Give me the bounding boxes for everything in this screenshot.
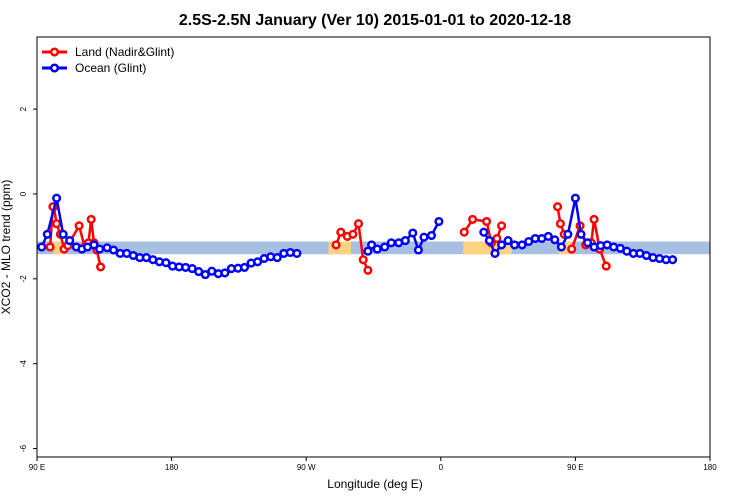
data-point	[490, 248, 500, 258]
x-tick-label: 0	[439, 463, 444, 472]
y-axis: 2 0 -2 -4 -6	[19, 106, 37, 452]
data-point	[543, 231, 553, 241]
x-axis-label: Longitude (deg E)	[327, 477, 422, 491]
data-point	[42, 229, 52, 239]
data-point	[503, 236, 513, 246]
data-point	[589, 214, 599, 224]
data-point	[358, 255, 368, 265]
data-point	[239, 262, 250, 272]
data-point	[426, 230, 437, 241]
x-tick-label: 180	[165, 463, 179, 472]
data-point	[161, 258, 171, 268]
data-point	[550, 235, 560, 245]
data-point	[510, 240, 520, 250]
data-point	[372, 244, 382, 254]
data-point	[65, 236, 75, 246]
data-point	[74, 221, 84, 231]
data-point	[563, 229, 573, 239]
data-point	[336, 227, 346, 237]
data-point	[331, 240, 341, 250]
data-point	[570, 193, 580, 203]
data-point	[367, 240, 377, 250]
legend-label: Ocean (Glint)	[75, 61, 146, 75]
data-point	[272, 253, 282, 263]
x-tick-label: 180	[703, 463, 717, 472]
data-point	[497, 221, 507, 231]
data-point	[492, 233, 502, 244]
data-point	[555, 219, 565, 229]
legend-marker	[49, 63, 60, 73]
data-point	[517, 240, 527, 250]
legend: Land (Nadir&Glint) Ocean (Glint)	[42, 45, 174, 75]
data-point	[556, 242, 566, 252]
data-point	[220, 268, 230, 278]
data-point	[468, 214, 478, 224]
data-point	[419, 232, 429, 242]
data-point	[86, 214, 96, 224]
y-tick-label: -4	[19, 360, 28, 368]
data-point	[45, 242, 55, 252]
data-point	[482, 216, 492, 227]
data-point	[413, 245, 423, 255]
band-land-segment	[53, 241, 64, 255]
x-axis: 90 E 180 90 W 0 90 E 180	[29, 457, 717, 472]
data-point	[479, 227, 489, 237]
data-point	[434, 216, 444, 227]
data-point	[386, 238, 396, 248]
data-point	[601, 261, 611, 271]
y-tick-label: 0	[19, 191, 28, 196]
data-point	[380, 242, 390, 252]
y-tick-label: -2	[19, 275, 28, 283]
data-point	[408, 228, 418, 238]
legend-label: Land (Nadir&Glint)	[75, 45, 174, 59]
y-tick-label: -6	[19, 444, 28, 452]
data-point	[348, 229, 358, 239]
y-axis-label: XCO2 - MLO trend (ppm)	[0, 180, 13, 315]
chart-title: 2.5S-2.5N January (Ver 10) 2015-01-01 to…	[179, 12, 571, 29]
data-point	[567, 244, 577, 254]
data-point	[52, 219, 62, 229]
legend-marker	[49, 47, 60, 57]
data-point	[363, 265, 373, 275]
data-point	[576, 229, 586, 239]
data-point	[95, 244, 105, 254]
data-point	[668, 255, 678, 265]
data-point	[484, 236, 494, 246]
data-point	[200, 270, 210, 280]
data-point	[400, 236, 410, 246]
x-tick-label: 90 W	[297, 463, 316, 472]
plot-frame	[36, 36, 711, 458]
x-tick-label: 90 E	[567, 463, 583, 472]
data-point	[353, 219, 364, 229]
data-point	[363, 246, 373, 256]
data-point	[459, 227, 469, 237]
data-point	[58, 229, 68, 239]
data-point	[37, 242, 47, 252]
data-point	[497, 240, 507, 250]
data-point	[96, 262, 106, 272]
data-point	[253, 257, 263, 267]
x-tick-label: 90 E	[29, 463, 45, 472]
y-tick-label: 2	[19, 106, 28, 111]
series-layer	[37, 193, 678, 280]
data-point	[292, 248, 302, 258]
data-point	[109, 245, 119, 255]
data-point	[583, 238, 593, 248]
data-point	[553, 202, 563, 212]
data-point	[52, 193, 62, 203]
data-point	[89, 240, 99, 250]
